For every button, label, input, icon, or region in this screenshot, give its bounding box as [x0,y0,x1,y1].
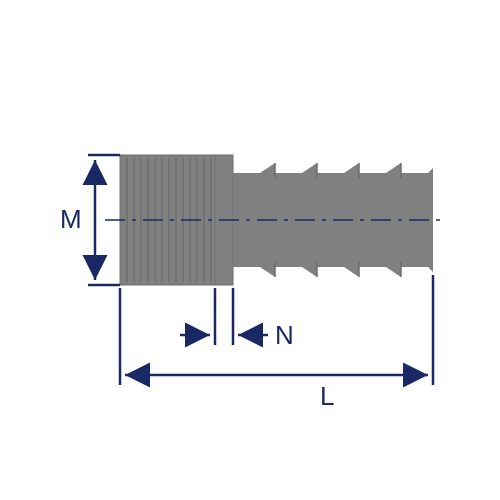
shaft-with-barbs-top [233,163,433,267]
fitting-drawing: M N L [0,0,500,500]
dimension-l-label: L [320,381,334,411]
dimension-n [180,288,268,345]
dimension-n-label: N [275,320,294,350]
shaft-with-barbs-bottom [233,267,433,277]
dimension-m-label: M [60,204,82,234]
technical-diagram: M N L [0,0,500,500]
